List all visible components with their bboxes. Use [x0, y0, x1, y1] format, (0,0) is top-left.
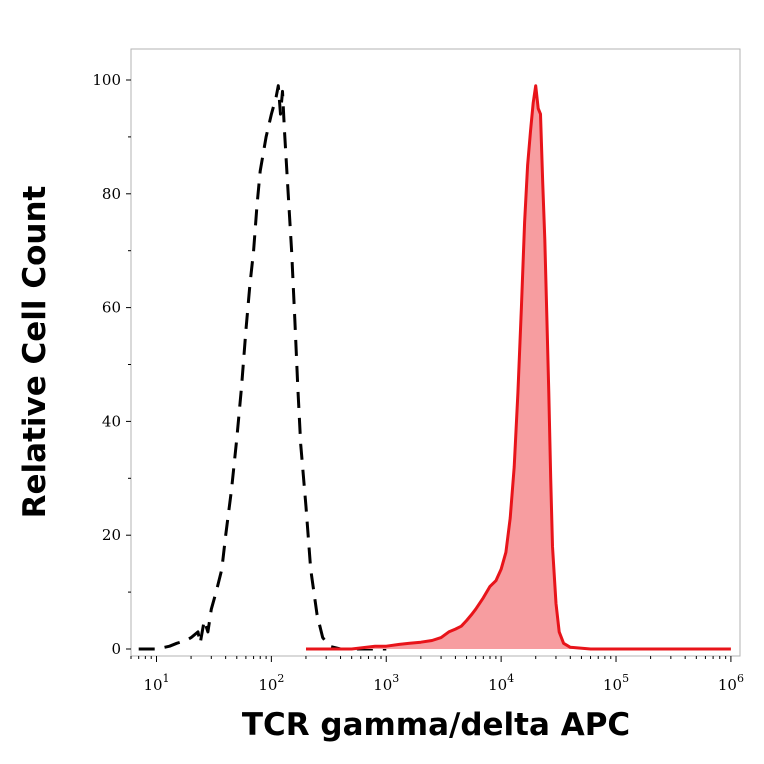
y-axis-title: Relative Cell Count — [17, 185, 53, 518]
y-tick-label: 100 — [92, 71, 121, 89]
x-tick-label: 105 — [603, 672, 629, 694]
x-tick-label: 106 — [718, 672, 744, 694]
y-tick-label: 40 — [102, 412, 121, 430]
x-tick-label: 102 — [258, 672, 284, 694]
y-tick-label: 80 — [102, 185, 121, 203]
series-1-line — [306, 84, 731, 651]
y-tick-label: 60 — [102, 299, 121, 317]
y-tick-label: 0 — [111, 640, 121, 658]
axis-layer: 101 102 103 104 105 106 0 20 40 60 80 100 — [92, 71, 744, 694]
x-tick-label: 103 — [373, 672, 399, 694]
x-tick-label: 101 — [143, 672, 169, 694]
series-0-line — [138, 84, 387, 651]
plot-area-frame — [130, 48, 741, 657]
x-axis-title: TCR gamma/delta APC — [242, 707, 630, 743]
series-1-area — [306, 85, 731, 649]
series-layer — [138, 84, 731, 651]
y-tick-label: 20 — [102, 526, 121, 544]
x-tick-label: 104 — [488, 672, 514, 694]
